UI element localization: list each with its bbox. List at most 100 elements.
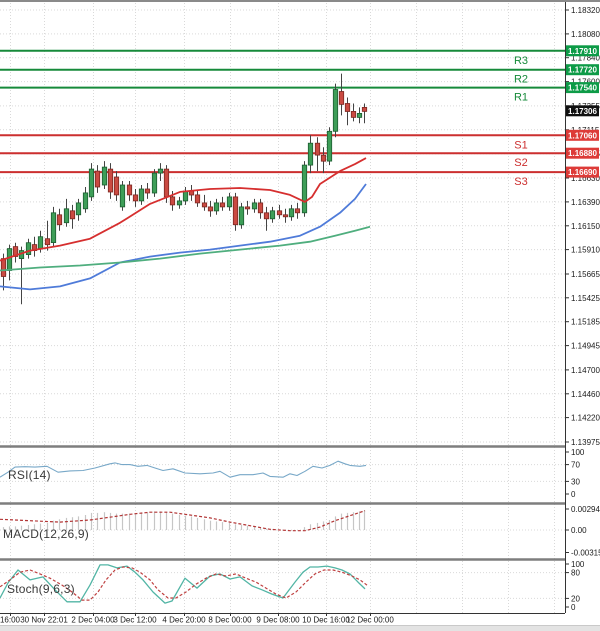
- price-tick-label: 1.16390: [571, 198, 600, 207]
- window-bottom-strip: [0, 625, 600, 631]
- ma-fast-line: [0, 157, 367, 262]
- candle-body: [338, 91, 345, 105]
- price-tick-label: 1.15425: [571, 294, 600, 303]
- candle-body: [320, 154, 327, 162]
- price-tick-label: 1.14220: [571, 414, 600, 423]
- level-price-badge: [566, 64, 599, 76]
- candle-body: [207, 206, 214, 212]
- stoch-d-line: [0, 566, 368, 601]
- level-price-badge-label: 1.17720: [568, 66, 597, 75]
- candle-body: [132, 194, 139, 202]
- ma-slow-line: [0, 225, 371, 272]
- candle-body: [238, 206, 245, 226]
- candle-body: [361, 107, 368, 112]
- level-price-badge: [566, 82, 599, 94]
- candle-body: [82, 192, 89, 210]
- time-tick-label: 30 Nov 22:01: [20, 616, 68, 625]
- time-tick-label: 3 Dec 12:00: [113, 616, 157, 625]
- macd-tick-label: 0.00: [571, 526, 587, 535]
- candle-body: [56, 214, 63, 226]
- rsi-tick-label: 100: [571, 448, 585, 457]
- candle-body: [44, 238, 51, 246]
- candle-body: [219, 202, 226, 208]
- candle-body: [276, 210, 283, 216]
- macd-signal-line: [0, 510, 366, 532]
- candle-body: [157, 168, 164, 174]
- stoch-tick-label: 20: [571, 594, 580, 603]
- candle-body: [113, 176, 120, 196]
- candle-body: [88, 168, 95, 198]
- candle-body: [144, 188, 151, 194]
- price-tick-label: 1.16150: [571, 222, 600, 231]
- candle-body: [213, 202, 220, 212]
- candle-body: [344, 103, 351, 112]
- candle-body: [182, 190, 189, 202]
- level-price-badge: [566, 166, 599, 178]
- price-tick-label: 1.14700: [571, 366, 600, 375]
- time-tick-label: 12 Dec 00:00: [346, 616, 394, 625]
- candle-body: [37, 236, 44, 249]
- sr-level-label: R3: [514, 55, 528, 67]
- candle-body: [257, 202, 264, 214]
- candle-body: [50, 212, 57, 244]
- price-tick-label: 1.15665: [571, 270, 600, 279]
- sr-level-label: R1: [514, 92, 528, 104]
- rsi-tick-label: 70: [571, 461, 580, 470]
- rsi-tick-label: 0: [571, 490, 576, 499]
- stoch-indicator-label: Stoch(9,6,3): [7, 582, 75, 596]
- candle-body: [263, 212, 270, 220]
- candle-body: [350, 111, 357, 118]
- stoch-tick-label: 100: [571, 560, 585, 569]
- rsi-indicator-label: RSI(14): [8, 468, 51, 482]
- macd-indicator-label: MACD(12,26,9): [3, 527, 89, 541]
- candle-body: [314, 142, 321, 156]
- candle-body: [126, 184, 133, 196]
- time-tick-label: 16:00: [0, 616, 21, 625]
- price-tick-label: 1.18080: [571, 30, 600, 39]
- candle-body: [251, 202, 258, 210]
- candle-body: [332, 89, 339, 132]
- price-tick-label: 1.15185: [571, 318, 600, 327]
- candle-body: [101, 166, 108, 186]
- candle-body: [138, 188, 145, 202]
- candle-body: [282, 214, 289, 218]
- candle-body: [12, 246, 19, 257]
- level-price-badge-label: 1.16690: [568, 168, 597, 177]
- level-price-badge-label: 1.17060: [568, 131, 597, 140]
- stoch-k-line: [0, 564, 366, 604]
- price-tick-label: 1.17840: [571, 54, 600, 63]
- candle-body: [244, 206, 251, 210]
- stoch-tick-label: 0: [571, 603, 576, 612]
- rsi-tick-label: 30: [571, 477, 580, 486]
- time-tick-label: 2 Dec 04:00: [71, 616, 115, 625]
- macd-tick-label: -0.003152: [571, 549, 600, 558]
- candle-body: [151, 172, 158, 194]
- level-price-badge: [566, 45, 599, 57]
- stoch-tick-label: 80: [571, 569, 580, 578]
- level-price-badge: [566, 129, 599, 141]
- candle-body: [63, 208, 70, 224]
- ma-medium-line: [0, 183, 367, 291]
- candle-body: [301, 164, 308, 214]
- candle-body: [307, 142, 314, 166]
- candle-body: [176, 200, 183, 206]
- candle-body: [94, 170, 101, 188]
- current-price-badge: [566, 105, 599, 117]
- candle-body: [326, 130, 333, 162]
- current-price-badge-label: 1.17306: [568, 107, 597, 116]
- candle-body: [0, 258, 7, 277]
- candle-body: [201, 202, 208, 208]
- price-tick-label: 1.13975: [571, 438, 600, 447]
- candle-body: [269, 210, 276, 220]
- rsi-line: [0, 460, 367, 478]
- price-tick-label: 1.16630: [571, 174, 600, 183]
- sr-level-label: R2: [514, 74, 528, 86]
- candle-body: [163, 168, 170, 198]
- price-tick-label: 1.18320: [571, 6, 600, 15]
- candle-body: [169, 196, 176, 206]
- candle-body: [69, 210, 76, 220]
- candle-body: [232, 196, 239, 226]
